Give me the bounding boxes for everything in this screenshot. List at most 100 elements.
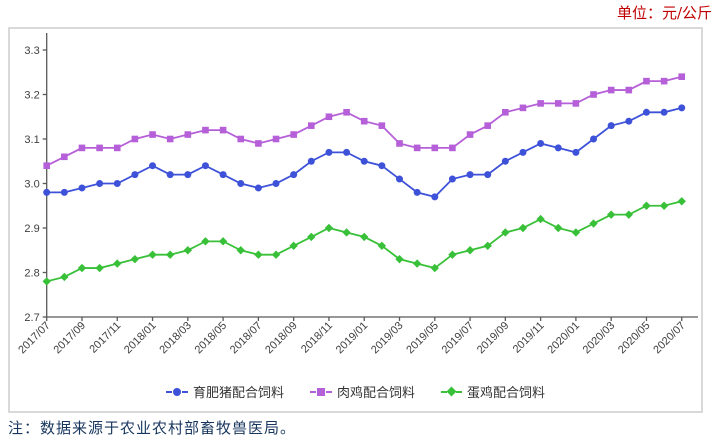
unit-label: 单位：元/公斤: [616, 4, 712, 22]
data-point-square: [625, 86, 633, 94]
data-point-square: [466, 131, 474, 138]
x-tick-label: 2018/01: [122, 320, 159, 357]
data-point-square: [413, 144, 421, 152]
series-fattening-pig-feed: [43, 104, 686, 201]
x-tick-label: 2017/11: [87, 320, 123, 356]
data-point-circle: [590, 135, 598, 143]
data-point-square: [308, 122, 315, 129]
data-point-circle: [113, 180, 121, 187]
data-point-diamond: [412, 259, 422, 268]
y-tick-label: 3.0: [24, 179, 39, 191]
data-point-circle: [43, 188, 51, 196]
x-tick-label: 2019/09: [475, 320, 512, 357]
data-point-square: [202, 126, 209, 134]
legend-dash: [181, 390, 188, 393]
y-tick-label: 2.9: [24, 223, 39, 235]
legend-diamond-marker-icon: [446, 386, 457, 397]
x-tick-label: 2018/05: [193, 320, 230, 357]
data-point-square: [113, 144, 121, 152]
data-point-square: [343, 109, 350, 116]
data-point-diamond: [324, 223, 334, 233]
data-point-diamond: [624, 210, 634, 219]
data-point-diamond: [483, 241, 492, 250]
data-point-circle: [60, 188, 68, 196]
data-point-circle: [678, 104, 686, 112]
data-point-circle: [625, 117, 633, 125]
x-tick-label: 2017/09: [51, 320, 88, 357]
data-point-circle: [554, 144, 562, 152]
data-point-square: [237, 135, 245, 143]
data-point-square: [449, 144, 456, 152]
data-point-square: [255, 140, 262, 147]
x-tick-label: 2019/01: [334, 320, 371, 357]
x-tick-label: 2018/07: [228, 320, 265, 357]
data-point-circle: [484, 171, 492, 179]
data-point-square: [431, 144, 439, 152]
x-tick-label: 2020/01: [545, 320, 582, 357]
y-tick-label: 2.8: [24, 268, 39, 280]
series-layer-feed: [42, 197, 686, 286]
data-point-diamond: [113, 259, 122, 268]
data-point-diamond: [130, 254, 140, 264]
data-point-circle: [254, 184, 262, 192]
data-point-circle: [607, 122, 615, 130]
data-point-circle: [307, 157, 315, 165]
legend-dash: [165, 390, 172, 393]
data-point-circle: [219, 171, 227, 179]
data-point-circle: [290, 171, 298, 179]
data-point-square: [590, 91, 597, 98]
data-point-diamond: [377, 241, 387, 250]
x-tick-label: 2020/05: [616, 320, 653, 357]
data-point-circle: [448, 175, 456, 183]
series-layer-feed-line: [46, 200, 682, 283]
data-point-diamond: [448, 250, 457, 259]
legend-item-fattening-pig-feed: 育肥猪配合饲料: [165, 382, 284, 401]
data-point-circle: [237, 180, 245, 187]
data-point-square: [502, 109, 509, 116]
legend-dash: [456, 390, 462, 393]
data-point-square: [537, 100, 544, 107]
data-point-square: [96, 144, 103, 152]
data-point-square: [290, 131, 297, 138]
data-point-circle: [537, 139, 545, 147]
x-tick-label: 2018/09: [263, 320, 300, 357]
data-point-circle: [166, 171, 174, 179]
data-point-diamond: [606, 210, 616, 219]
source-note: 注：数据来源于农业农村部畜牧兽医局。: [8, 419, 297, 437]
data-point-diamond: [218, 237, 228, 246]
x-tick-label: 2019/07: [440, 320, 477, 357]
data-point-square: [61, 153, 68, 161]
x-tick-label: 2020/03: [581, 320, 618, 357]
data-point-circle: [272, 180, 280, 187]
data-point-diamond: [254, 250, 263, 259]
data-point-square: [643, 77, 650, 85]
data-point-diamond: [307, 232, 316, 242]
data-point-diamond: [518, 223, 528, 233]
data-point-circle: [131, 171, 139, 179]
data-point-circle: [519, 148, 527, 156]
x-tick-label: 2017/07: [16, 320, 53, 357]
data-point-circle: [201, 162, 209, 170]
data-point-diamond: [536, 214, 545, 224]
data-point-diamond: [183, 246, 193, 255]
data-point-square: [572, 100, 580, 107]
x-tick-label: 2018/03: [157, 320, 194, 357]
legend-item-broiler-feed: 肉鸡配合饲料: [309, 382, 415, 401]
x-tick-label: 2019/03: [369, 320, 406, 357]
data-point-square: [184, 131, 192, 138]
legend-item-layer-feed: 蛋鸡配合饲料: [441, 382, 545, 401]
data-point-circle: [378, 162, 386, 170]
data-point-square: [378, 122, 386, 129]
chart-legend: 育肥猪配合饲料 肉鸡配合饲料 蛋鸡配合饲料: [10, 382, 701, 401]
legend-label: 肉鸡配合饲料: [336, 385, 415, 400]
data-point-diamond: [342, 228, 351, 237]
data-point-square: [166, 135, 174, 143]
data-point-square: [396, 140, 403, 147]
data-point-circle: [572, 148, 580, 156]
y-tick-label: 3.3: [24, 45, 39, 57]
data-point-diamond: [236, 246, 245, 255]
data-point-circle: [360, 157, 368, 165]
data-point-circle: [660, 108, 668, 116]
x-tick-label: 2019/11: [511, 320, 547, 356]
